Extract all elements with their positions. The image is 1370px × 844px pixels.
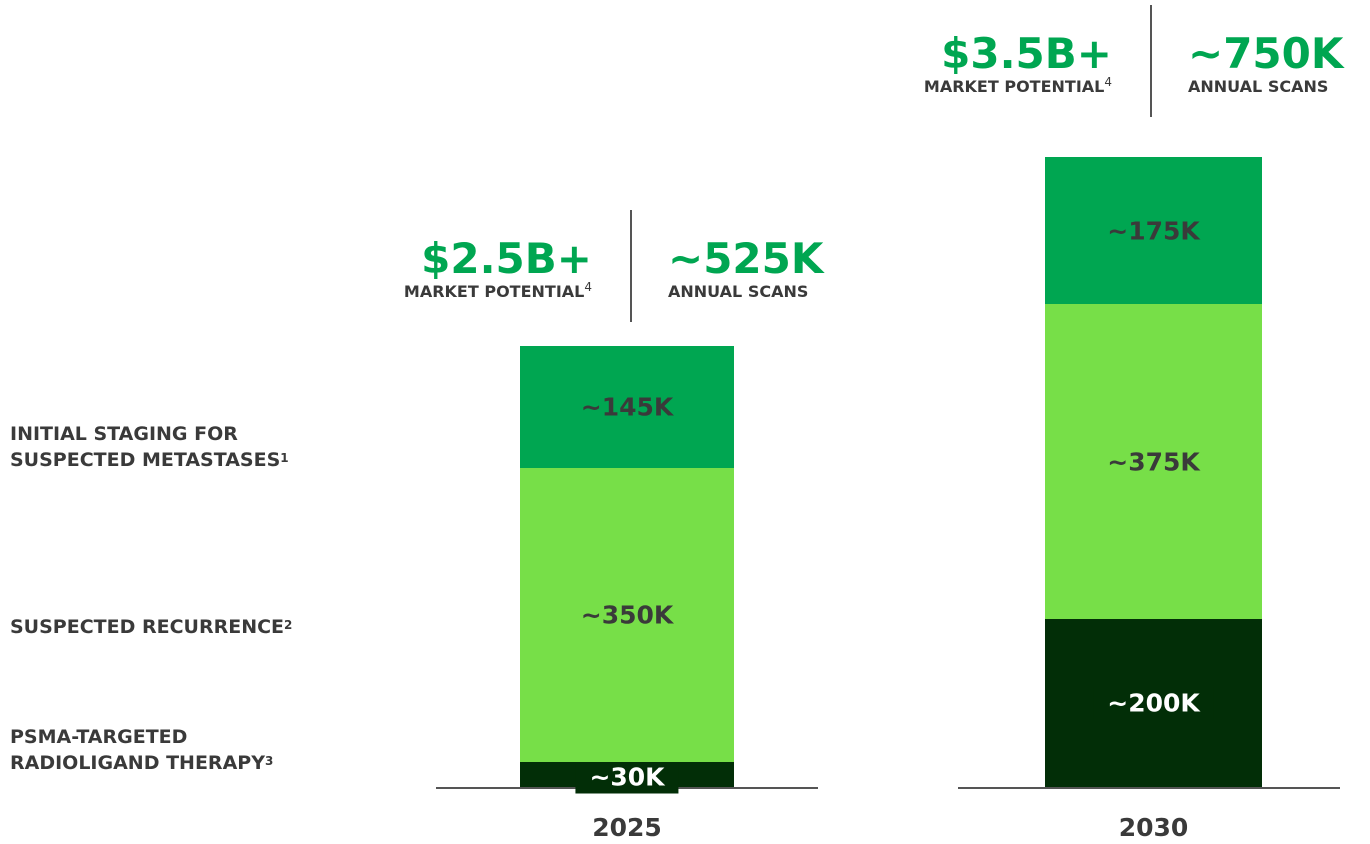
bar-segment: ~175K	[1045, 157, 1262, 304]
data-label: ~145K	[580, 392, 674, 422]
potential-note: 4	[584, 280, 592, 294]
bar-segment: ~200K	[1045, 619, 1262, 787]
scans-value: ~750K	[1188, 29, 1344, 78]
divider	[630, 210, 632, 322]
potential-label: MARKET POTENTIAL4	[403, 280, 592, 301]
data-label: ~30K	[575, 760, 679, 794]
scans-block: ~750K ANNUAL SCANS	[1188, 29, 1344, 97]
legend-label: PSMA-TARGETED RADIOLIGAND THERAPY	[10, 726, 265, 774]
scans-block: ~525K ANNUAL SCANS	[668, 234, 824, 302]
legend-entry: INITIAL STAGING FOR SUSPECTED METASTASES…	[10, 421, 340, 473]
bar-segment: ~350K	[520, 467, 734, 762]
potential-value: $2.5B+	[421, 234, 592, 283]
x-tick-label: 2030	[1118, 813, 1189, 842]
bar-segment: ~145K	[520, 346, 734, 468]
data-label: ~175K	[1107, 216, 1200, 245]
potential-label-text: MARKET POTENTIAL	[923, 77, 1105, 96]
bar-segment: ~30K	[520, 760, 734, 794]
potential-block: $3.5B+ MARKET POTENTIAL4	[923, 29, 1112, 97]
potential-label-text: MARKET POTENTIAL	[403, 282, 585, 301]
data-label: ~375K	[1107, 447, 1200, 476]
potential-value: $3.5B+	[941, 29, 1112, 78]
legend-label: INITIAL STAGING FOR SUSPECTED METASTASES	[10, 423, 281, 471]
potential-note: 4	[1104, 75, 1112, 89]
baseline	[958, 787, 1340, 789]
x-tick-label: 2025	[592, 813, 662, 842]
legend-note: 3	[264, 754, 274, 768]
scans-label: ANNUAL SCANS	[668, 282, 809, 301]
potential-label: MARKET POTENTIAL4	[923, 75, 1112, 96]
legend-entry: PSMA-TARGETED RADIOLIGAND THERAPY3	[10, 724, 340, 776]
divider	[1150, 5, 1152, 117]
data-label: ~350K	[580, 600, 674, 630]
scans-value: ~525K	[668, 234, 824, 283]
legend-label: SUSPECTED RECURRENCE	[10, 616, 285, 638]
legend-note: 1	[280, 451, 289, 465]
legend-note: 2	[284, 618, 293, 632]
bar-segment: ~375K	[1045, 304, 1262, 619]
legend-entry: SUSPECTED RECURRENCE2	[10, 614, 340, 640]
scans-label: ANNUAL SCANS	[1188, 77, 1329, 96]
potential-block: $2.5B+ MARKET POTENTIAL4	[403, 234, 592, 302]
data-label: ~200K	[1093, 686, 1214, 720]
